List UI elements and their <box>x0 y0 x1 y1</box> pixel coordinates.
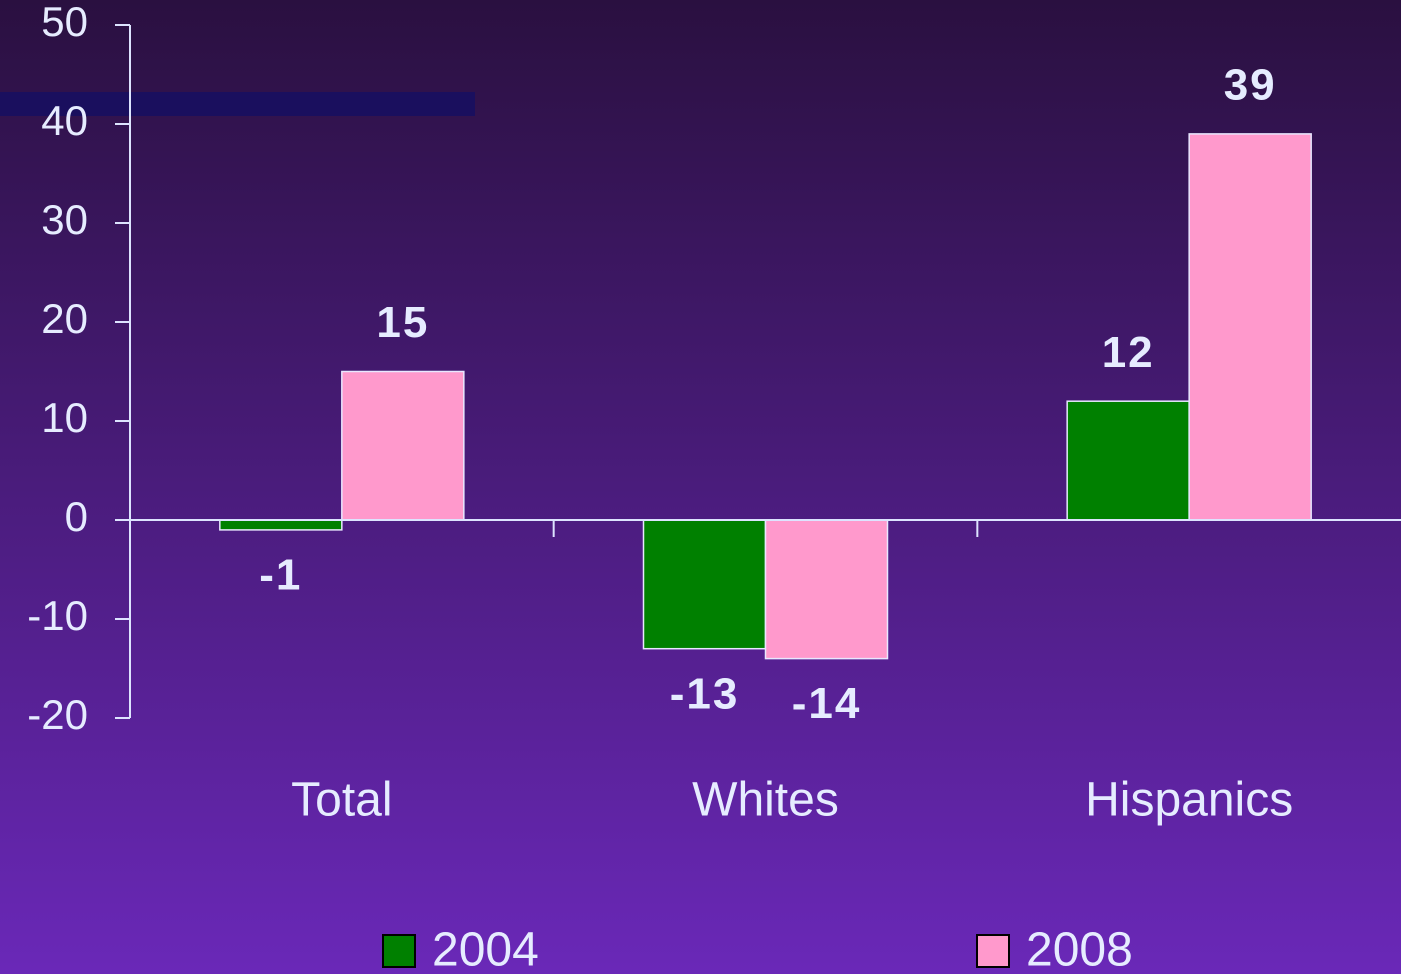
decor-band <box>0 92 475 116</box>
x-tick-label: Total <box>291 774 392 827</box>
y-tick-label: 20 <box>41 295 88 342</box>
data-label: 12 <box>1102 328 1155 377</box>
bar <box>1066 400 1190 521</box>
legend-swatch <box>382 934 416 968</box>
bar <box>642 519 767 650</box>
data-label: -1 <box>259 551 302 600</box>
data-label: 39 <box>1224 61 1277 110</box>
y-tick-label: 40 <box>41 97 88 144</box>
bar <box>764 519 889 660</box>
x-tick-label: Whites <box>692 774 839 827</box>
legend-label: 2004 <box>432 924 539 974</box>
data-label: -14 <box>792 679 862 728</box>
y-tick-label: 30 <box>41 196 88 243</box>
data-label: 15 <box>376 298 429 347</box>
y-tick-label: 10 <box>41 394 88 441</box>
y-tick-label: 50 <box>41 0 88 45</box>
y-tick-label: 0 <box>65 493 88 540</box>
data-label: -13 <box>670 669 740 718</box>
x-tick-label: Hispanics <box>1085 774 1293 827</box>
bar <box>341 370 465 521</box>
legend-label: 2008 <box>1026 924 1133 974</box>
y-tick-label: -10 <box>27 592 88 639</box>
bar <box>219 519 343 531</box>
y-tick-label: -20 <box>27 691 88 738</box>
bar <box>1188 133 1312 521</box>
legend-swatch <box>976 934 1010 968</box>
